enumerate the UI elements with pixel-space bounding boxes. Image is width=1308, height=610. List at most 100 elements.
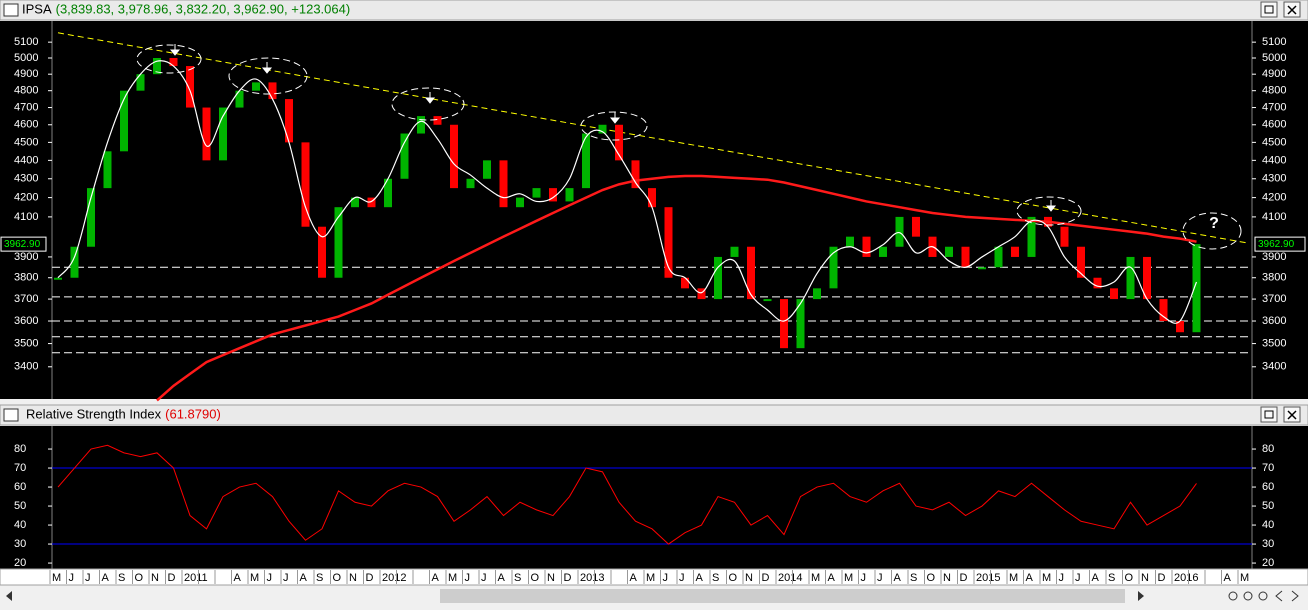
candle xyxy=(1192,244,1201,333)
candle xyxy=(1060,226,1069,247)
candle xyxy=(582,133,590,189)
x-tick-label: M xyxy=(646,572,655,584)
y-tick-label: 30 xyxy=(1262,538,1274,550)
close-icon xyxy=(1287,5,1297,15)
price-panel xyxy=(0,21,1308,399)
y-tick-label: 80 xyxy=(14,443,26,455)
candle xyxy=(1077,246,1085,278)
x-tick-label: S xyxy=(712,572,719,584)
peak-ellipses xyxy=(136,44,1242,250)
candle xyxy=(268,82,277,100)
restore-button[interactable] xyxy=(1260,1,1278,18)
y-tick-label: 4300 xyxy=(1262,173,1286,185)
candle xyxy=(516,197,524,208)
candle xyxy=(780,299,788,349)
x-tick-label: J xyxy=(1075,572,1081,584)
candle xyxy=(1143,256,1151,300)
x-axis-strip xyxy=(0,568,1308,586)
candle xyxy=(87,188,95,247)
y-tick-label: 4400 xyxy=(1262,154,1286,166)
toolbar-icons[interactable] xyxy=(1228,590,1299,602)
panel-header xyxy=(0,404,1308,426)
candle xyxy=(1027,216,1036,257)
candle xyxy=(763,299,772,302)
moving-average xyxy=(156,174,1197,402)
x-tick-label: N xyxy=(547,572,555,584)
y-tick-label: 4800 xyxy=(14,85,38,97)
x-tick-label: 2013 xyxy=(580,572,604,584)
y-tick-label: 4100 xyxy=(1262,211,1286,223)
x-tick-label: A xyxy=(894,572,902,584)
x-tick-label: N xyxy=(151,572,159,584)
candle xyxy=(549,188,557,202)
x-tick-label: J xyxy=(69,572,75,584)
y-tick-label: 20 xyxy=(14,557,26,569)
x-tick-label: A xyxy=(300,572,308,584)
y-tick-label: 4200 xyxy=(14,192,38,204)
candle xyxy=(103,151,112,189)
y-tick-label: 4700 xyxy=(1262,101,1286,113)
y-tick-label: 3500 xyxy=(14,337,38,349)
candle xyxy=(598,124,607,134)
candle xyxy=(400,133,409,179)
window-icon xyxy=(3,3,19,17)
x-tick-label: A xyxy=(696,572,704,584)
x-tick-label: S xyxy=(514,572,521,584)
x-tick-label: 2012 xyxy=(382,572,406,584)
x-tick-label: A xyxy=(102,572,110,584)
candle xyxy=(433,116,442,125)
candle xyxy=(631,160,640,189)
y-tick-label: 3500 xyxy=(1262,337,1286,349)
y-tick-label: 4800 xyxy=(1262,85,1286,97)
y-tick-label: 3900 xyxy=(14,251,38,263)
candle xyxy=(1126,256,1135,300)
x-tick-label: A xyxy=(498,572,506,584)
candle xyxy=(681,277,689,289)
panel-header xyxy=(0,0,1308,21)
candle xyxy=(978,267,986,270)
restore-icon xyxy=(1264,410,1274,419)
restore-button[interactable] xyxy=(1260,406,1278,423)
chart-subtitle: (3,839.83, 3,978.96, 3,832.20, 3,962.90,… xyxy=(56,1,351,16)
x-tick-label: N xyxy=(745,572,753,584)
x-tick-label: A xyxy=(1026,572,1034,584)
x-tick-label: A xyxy=(1224,572,1232,584)
restore-icon xyxy=(1264,5,1274,14)
candle xyxy=(499,160,508,208)
candle xyxy=(1159,299,1168,322)
x-tick-label: S xyxy=(910,572,917,584)
y-tick-label: 30 xyxy=(14,538,26,550)
candle xyxy=(367,197,376,208)
scroll-thumb[interactable] xyxy=(440,589,1125,603)
candle xyxy=(532,188,541,198)
y-tick-label: 4200 xyxy=(1262,192,1286,204)
x-tick-label: O xyxy=(1125,572,1134,584)
x-tick-label: O xyxy=(333,572,342,584)
x-tick-label: M xyxy=(1240,572,1249,584)
candle xyxy=(846,236,854,247)
rsi-line xyxy=(57,444,1197,545)
y-tick-label: 4500 xyxy=(14,136,38,148)
y-tick-label: 40 xyxy=(14,519,26,531)
candle xyxy=(862,236,871,257)
y-tick-label: 3900 xyxy=(1262,251,1286,263)
x-tick-label: A xyxy=(1092,572,1100,584)
last-price-label: 3962.90 xyxy=(4,239,41,250)
x-tick-label: D xyxy=(960,572,968,584)
candle xyxy=(334,207,343,278)
x-tick-label: 2014 xyxy=(778,572,802,584)
candle xyxy=(1093,277,1102,289)
y-tick-label: 70 xyxy=(14,462,26,474)
candle xyxy=(697,288,706,300)
x-tick-label: S xyxy=(1108,572,1115,584)
y-tick-label: 5000 xyxy=(1262,52,1286,64)
x-tick-label: D xyxy=(762,572,770,584)
y-tick-label: 4100 xyxy=(14,211,38,223)
candle xyxy=(483,160,491,179)
peak-arrows xyxy=(169,44,1057,212)
candle xyxy=(70,246,79,278)
x-tick-label: J xyxy=(877,572,883,584)
y-tick-label: 5000 xyxy=(14,52,38,64)
y-tick-label: 3800 xyxy=(1262,272,1286,284)
candle xyxy=(945,246,953,257)
